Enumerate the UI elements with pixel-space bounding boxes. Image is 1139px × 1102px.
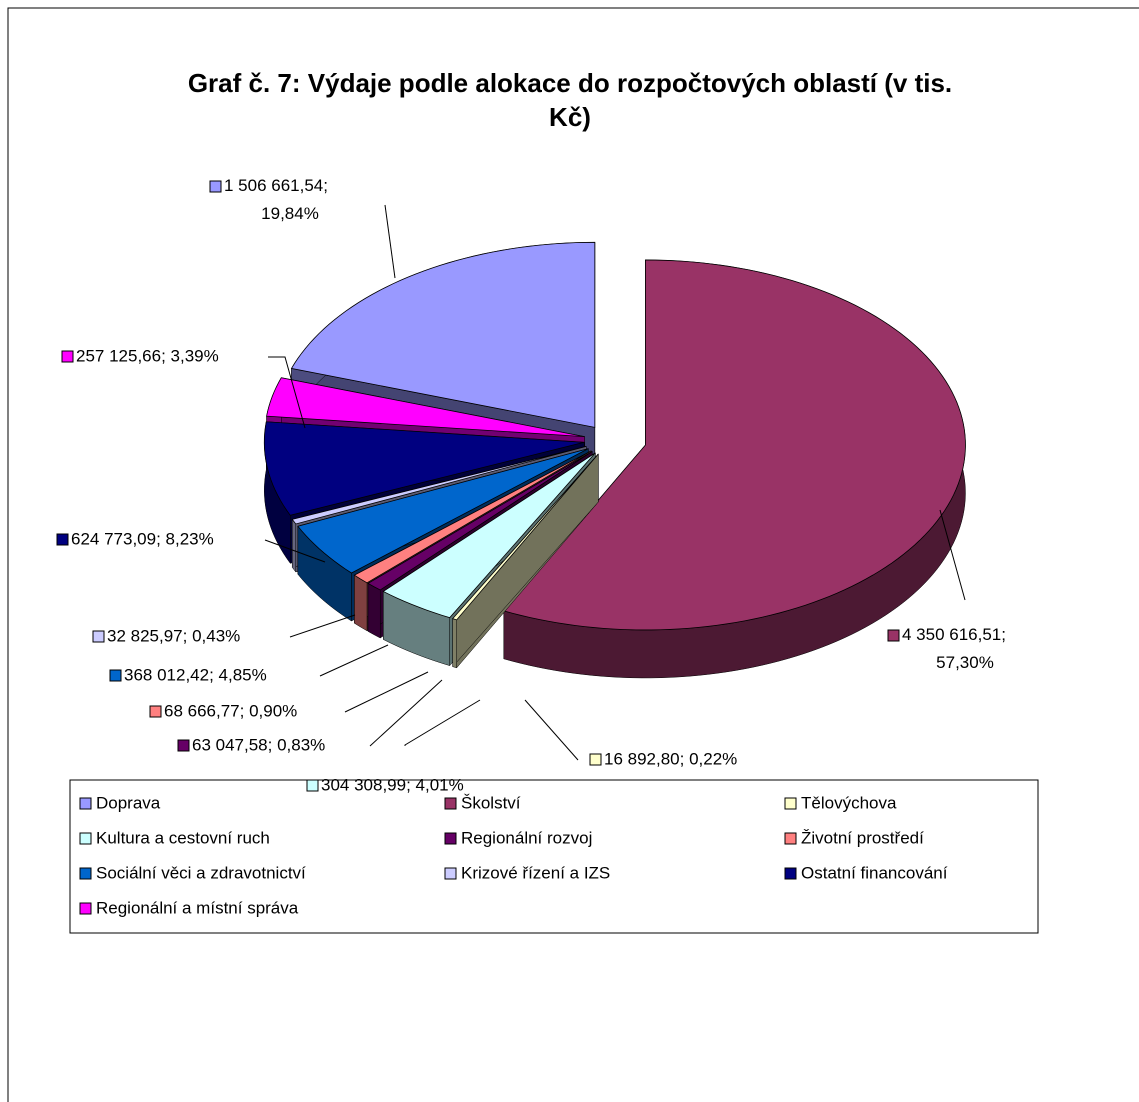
label-line: 1 506 661,54; — [224, 176, 333, 195]
legend-label: Krizové řízení a IZS — [461, 863, 610, 882]
slice-wall — [367, 582, 381, 639]
legend-label: Ostatní financování — [801, 863, 948, 882]
leader-line — [384, 204, 396, 279]
label-key — [109, 669, 122, 682]
slice — [297, 448, 589, 574]
data-label: 16 892,80; 0,22% — [604, 749, 737, 768]
label-key — [209, 180, 222, 193]
slice — [353, 450, 592, 584]
legend-box — [69, 779, 1039, 934]
data-label: 63 047,58; 0,83% — [192, 735, 325, 754]
legend-key — [79, 797, 92, 810]
legend-key — [784, 832, 797, 845]
leader-line — [264, 539, 326, 563]
label-line: 19,84% — [261, 204, 319, 223]
label-key — [56, 533, 69, 546]
slice — [382, 452, 596, 619]
legend-label: Doprava — [96, 793, 161, 812]
legend-label: Kultura a cestovní ruch — [96, 828, 270, 847]
label-key — [61, 350, 74, 363]
label-key — [92, 630, 105, 643]
chart-title: Graf č. 7: Výdaje podle alokace do rozpo… — [187, 68, 953, 132]
data-label: 68 666,77; 0,90% — [164, 701, 297, 720]
legend-key — [444, 797, 457, 810]
legend-key — [444, 867, 457, 880]
legend-key — [784, 797, 797, 810]
slice-wall — [354, 574, 368, 632]
legend-label: Regionální a místní správa — [96, 898, 299, 917]
slice — [367, 451, 593, 591]
legend-label: Školství — [461, 793, 521, 812]
slice — [503, 259, 966, 631]
data-label: 368 012,42; 4,85% — [124, 665, 267, 684]
leader-line — [319, 644, 389, 677]
slice-wall — [452, 618, 457, 669]
leader-line — [524, 699, 579, 761]
label-key — [149, 705, 162, 718]
slice — [266, 377, 585, 438]
leader-line — [369, 679, 443, 747]
data-label: 4 350 616,51; 57,30% — [902, 625, 1011, 672]
slice-wall — [291, 518, 297, 573]
label-key — [887, 629, 900, 642]
legend-key — [784, 867, 797, 880]
legend-key — [79, 867, 92, 880]
legend-key — [79, 902, 92, 915]
legend-label: Tělovýchova — [801, 793, 897, 812]
data-label: 32 825,97; 0,43% — [107, 626, 240, 645]
data-label: 304 308,99; 4,01% — [321, 775, 464, 794]
leader-line — [344, 671, 429, 713]
data-label: 1 506 661,54; 19,84% — [224, 176, 333, 223]
slice — [451, 453, 599, 621]
leader-line — [404, 699, 481, 746]
data-label: 257 125,66; 3,39% — [76, 346, 219, 365]
label-line: 4 350 616,51; — [902, 625, 1011, 644]
slice — [263, 421, 585, 516]
leader-line — [268, 356, 306, 429]
leader-line — [939, 509, 966, 601]
data-label: 624 773,09; 8,23% — [71, 529, 214, 548]
label-key — [306, 779, 319, 792]
slice — [290, 241, 596, 428]
slice — [291, 445, 587, 525]
legend-key — [444, 832, 457, 845]
legend-key — [79, 832, 92, 845]
label-key — [177, 739, 190, 752]
legend-label: Sociální věci a zdravotnictví — [96, 863, 306, 882]
legend-label: Životní prostředí — [801, 828, 924, 847]
label-key — [589, 753, 602, 766]
legend-label: Regionální rozvoj — [461, 828, 592, 847]
leader-line — [289, 614, 356, 638]
label-line: 57,30% — [936, 653, 994, 672]
frame — [7, 7, 1139, 1102]
